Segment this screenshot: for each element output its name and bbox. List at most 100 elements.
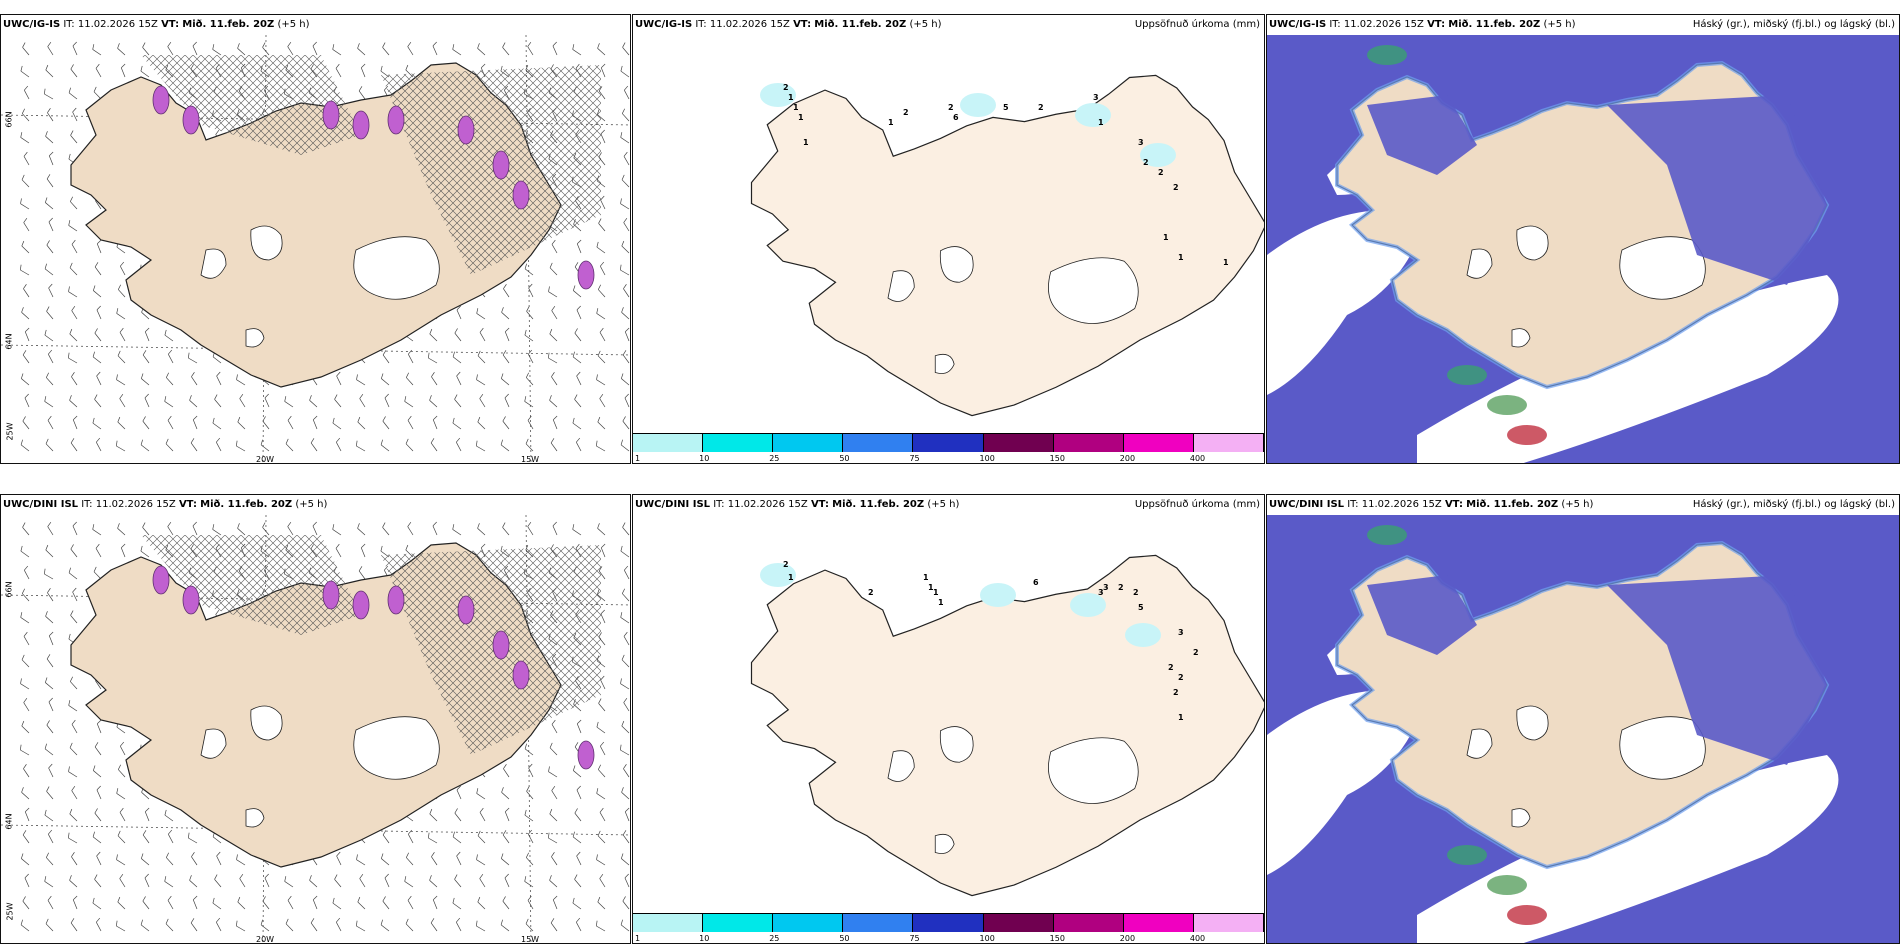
wind-barb [46, 240, 54, 254]
wind-barb [407, 895, 414, 910]
wind-barb [455, 917, 462, 932]
wind-barb [21, 720, 30, 734]
wind-barb [119, 741, 126, 756]
panel-title: Uppsöfnuð úrkoma (mm) [1134, 499, 1260, 510]
wind-barb [69, 328, 78, 342]
legend-tick-label: 400 [1189, 934, 1206, 943]
clear-area [1417, 275, 1839, 463]
wind-barb [575, 437, 582, 452]
wind-barb [597, 43, 606, 56]
wind-barb [600, 609, 606, 624]
lon-label-20w: 20W [256, 935, 275, 944]
wind-barb [404, 396, 414, 408]
wind-barb [48, 217, 54, 232]
wind-barb [427, 352, 438, 364]
precip-value-label: 1 [933, 588, 939, 597]
wind-barb [380, 439, 390, 452]
wind-barb [524, 809, 534, 822]
legend-tick-label: 200 [1119, 934, 1136, 943]
wind-barb [96, 239, 102, 254]
wind-barb [189, 395, 198, 408]
wind-barb [479, 873, 486, 888]
glacier [353, 716, 440, 780]
wind-barb [21, 853, 30, 866]
wind-barb [144, 327, 150, 342]
storm-cell [387, 585, 405, 615]
legend-swatch [703, 434, 774, 452]
convective-cell [1447, 845, 1487, 865]
wind-barb [167, 41, 174, 56]
wind-barb [359, 393, 366, 408]
wind-barb [93, 86, 102, 100]
wind-barb [119, 261, 126, 276]
wind-barb [355, 440, 366, 452]
wind-barb [620, 678, 630, 690]
wind-barb [596, 374, 606, 386]
wind-barb [547, 352, 558, 364]
wind-barb [312, 415, 318, 430]
mid-cloud-area [1607, 575, 1827, 765]
wind-barb [94, 328, 102, 342]
wind-barb [235, 920, 246, 932]
wind-barb [500, 439, 510, 452]
wind-barb [92, 524, 102, 536]
precip-value-label: 3 [1178, 628, 1184, 637]
legend-swatch [983, 914, 1054, 932]
wind-barb [358, 566, 366, 580]
wind-barb [68, 87, 78, 100]
wind-barb [332, 897, 342, 910]
wind-barb [67, 832, 78, 844]
wind-barb [427, 832, 438, 844]
wind-barb [212, 897, 222, 910]
wind-barb [621, 108, 630, 122]
wind-barb [551, 719, 558, 734]
legend-swatch [843, 914, 914, 932]
wind-barb [189, 875, 198, 888]
wind-barb [405, 438, 414, 452]
wind-barb [382, 42, 390, 56]
mid-cloud-area [1607, 95, 1827, 285]
panel-header: UWC/DINI ISL IT: 11.02.2026 15Z VT: Mið.… [3, 499, 328, 510]
wind-barb [47, 521, 54, 536]
wind-barb [574, 874, 582, 888]
wind-barb [576, 851, 582, 866]
wind-barb [96, 785, 102, 800]
wind-barb [21, 654, 30, 668]
wind-barb [621, 720, 630, 734]
wind-barb [551, 239, 558, 254]
wind-barb [572, 44, 582, 56]
wind-barb [119, 807, 126, 822]
precip-value-label: 5 [1003, 103, 1009, 112]
wind-barb [95, 437, 102, 452]
wind-barb [285, 918, 294, 932]
wind-barb [23, 764, 30, 778]
wind-barb [573, 285, 582, 298]
wind-barb [167, 829, 174, 844]
wind-barb [381, 373, 390, 386]
wind-barb [142, 896, 150, 910]
wind-barb [380, 919, 390, 932]
wind-barb [214, 874, 222, 888]
wind-barb [621, 240, 630, 254]
wind-barb [549, 328, 558, 342]
wind-barb [477, 416, 486, 430]
wind-barb [596, 854, 606, 866]
storm-cell [577, 260, 595, 290]
wind-barb [117, 416, 126, 430]
wind-barb [336, 851, 342, 866]
wind-barb [94, 874, 102, 888]
wind-barb [357, 416, 366, 430]
wind-barb [355, 920, 366, 932]
wind-barb [48, 697, 54, 712]
wind-barb [21, 307, 30, 320]
wind-barb [23, 565, 30, 580]
wind-barb [572, 831, 582, 844]
wind-barb [22, 896, 30, 910]
wind-barb [45, 611, 54, 624]
legend-tick-label: 50 [839, 934, 850, 943]
wind-barb [262, 896, 270, 910]
legend-tick-label: 75 [909, 454, 920, 463]
wind-barb [455, 437, 462, 452]
precip-value-label: 1 [798, 113, 804, 122]
